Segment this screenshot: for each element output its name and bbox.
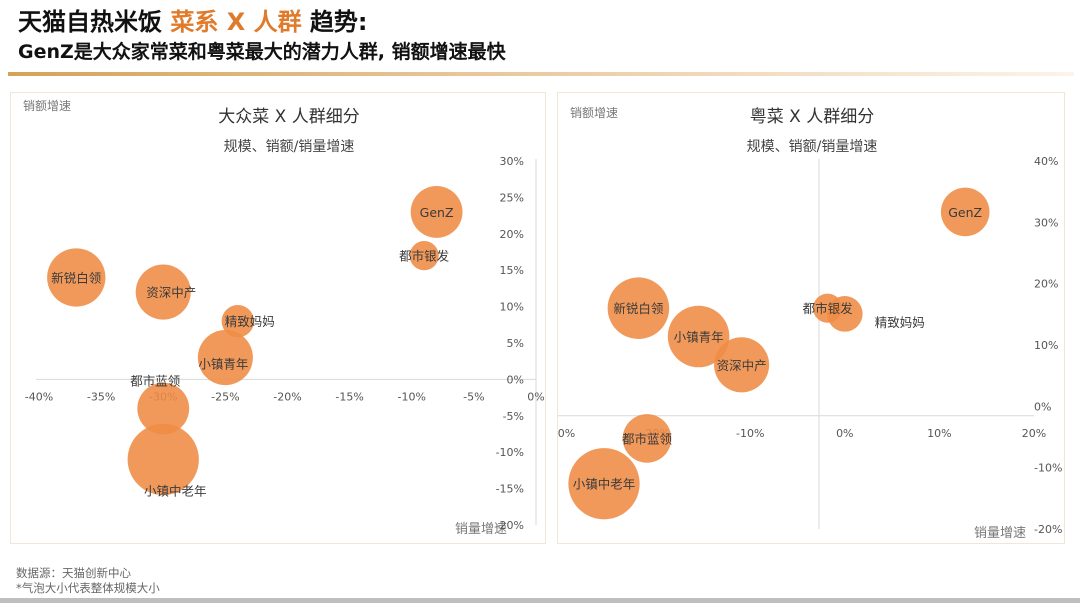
source-note: 数据源：天猫创新中心	[16, 566, 131, 580]
x-axis-label: 销量增速	[974, 526, 1026, 541]
title-prefix: 天猫自热米饭	[18, 8, 171, 36]
x-tick-label: -10%	[736, 427, 764, 440]
bubble	[221, 304, 254, 338]
y-tick-label: 30%	[1034, 216, 1058, 229]
bubble-label: GenZ	[948, 205, 982, 220]
bubble-label: 小镇青年	[674, 330, 724, 345]
y-axis-label: 销额增速	[23, 99, 71, 113]
title-suffix: 趋势:	[301, 8, 368, 36]
bubble	[127, 423, 199, 496]
y-tick-label: 20%	[500, 228, 524, 241]
y-tick-label: 10%	[500, 301, 524, 314]
bubble-label: 资深中产	[717, 358, 767, 373]
bubble-label: 小镇青年	[198, 357, 248, 372]
bubble	[47, 248, 106, 307]
y-tick-label: -20%	[1034, 523, 1062, 536]
y-tick-label: 0%	[507, 373, 524, 386]
x-tick-label: -15%	[335, 390, 363, 403]
x-tick-label: -25%	[211, 390, 239, 403]
bubble-label: 小镇中老年	[573, 477, 636, 492]
chart-subtitle: 规模、销额/销量增速	[224, 139, 355, 155]
title-divider	[8, 72, 1074, 76]
bubble	[137, 382, 190, 435]
y-tick-label: -10%	[1034, 462, 1062, 475]
bubble	[135, 264, 191, 320]
bubble	[940, 187, 990, 237]
bubble-size-note: *气泡大小代表整体规模大小	[16, 581, 160, 595]
bubble-label: 都市银发	[399, 249, 450, 264]
bubble	[622, 414, 672, 463]
footer: 数据源：天猫创新中心 *气泡大小代表整体规模大小	[16, 566, 160, 596]
bubble-label: 精致妈妈	[225, 314, 275, 329]
bubble-chart-left: 大众菜 X 人群细分规模、销额/销量增速销额增速销量增速-40%-35%-30%…	[23, 99, 545, 537]
header: 天猫自热米饭 菜系 X 人群 趋势: GenZ是大众家常菜和粤菜最大的潜力人群,…	[18, 6, 506, 66]
bubble-label: 都市蓝领	[130, 374, 181, 389]
title-accent: 菜系 X 人群	[170, 8, 302, 36]
bubble-label: 新锐白领	[613, 301, 664, 316]
bubble	[197, 330, 253, 386]
y-tick-label: 0%	[1034, 400, 1051, 413]
bubble	[568, 448, 640, 520]
bubble-label: 资深中产	[146, 285, 196, 300]
x-tick-label: -40%	[25, 390, 53, 403]
bubble	[826, 296, 863, 332]
y-tick-label: 5%	[507, 337, 524, 350]
bubble	[714, 337, 770, 393]
chart-title: 大众菜 X 人群细分	[218, 107, 359, 127]
bubble-label: 小镇中老年	[144, 483, 207, 498]
x-tick-label: 10%	[927, 427, 951, 440]
y-tick-label: 30%	[500, 155, 524, 168]
x-tick-label: -35%	[87, 390, 115, 403]
bubble-label: GenZ	[420, 205, 454, 220]
chart-title: 粤菜 X 人群细分	[750, 107, 874, 127]
y-tick-label: -20%	[496, 519, 524, 532]
bubble	[409, 241, 439, 271]
bubble-label: 精致妈妈	[875, 315, 925, 330]
chart-subtitle: 规模、销额/销量增速	[747, 139, 878, 155]
bottom-bar	[0, 598, 1080, 603]
page-title: 天猫自热米饭 菜系 X 人群 趋势:	[18, 6, 506, 38]
y-tick-label: 20%	[1034, 278, 1058, 291]
y-tick-label: 10%	[1034, 339, 1058, 352]
y-axis-label: 销额增速	[570, 106, 618, 120]
y-tick-label: 15%	[500, 264, 524, 277]
x-tick-label: 20%	[1022, 427, 1046, 440]
chart-panel-left: 大众菜 X 人群细分规模、销额/销量增速销额增速销量增速-40%-35%-30%…	[10, 92, 546, 544]
bubble	[667, 305, 730, 368]
x-tick-label: 0%	[527, 390, 544, 403]
y-tick-label: -5%	[503, 410, 524, 423]
x-axis-label: 销量增速	[455, 522, 507, 537]
y-tick-label: -15%	[496, 483, 524, 496]
bubble-label: 都市银发	[803, 301, 854, 316]
bubble-label: 都市蓝领	[622, 431, 673, 446]
bubble-label: 新锐白领	[51, 270, 102, 285]
y-tick-label: 40%	[1034, 155, 1058, 168]
bubble	[410, 186, 463, 238]
bubble	[607, 277, 670, 339]
x-tick-label: 0%	[836, 427, 853, 440]
y-tick-label: -10%	[496, 446, 524, 459]
page-subtitle: GenZ是大众家常菜和粤菜最大的潜力人群, 销额增速最快	[18, 41, 506, 63]
x-tick-label: -10%	[398, 390, 426, 403]
x-tick-label: -30%	[558, 427, 575, 440]
y-tick-label: 25%	[500, 191, 524, 204]
x-tick-label: -5%	[463, 390, 484, 403]
x-tick-label: -20%	[273, 390, 301, 403]
